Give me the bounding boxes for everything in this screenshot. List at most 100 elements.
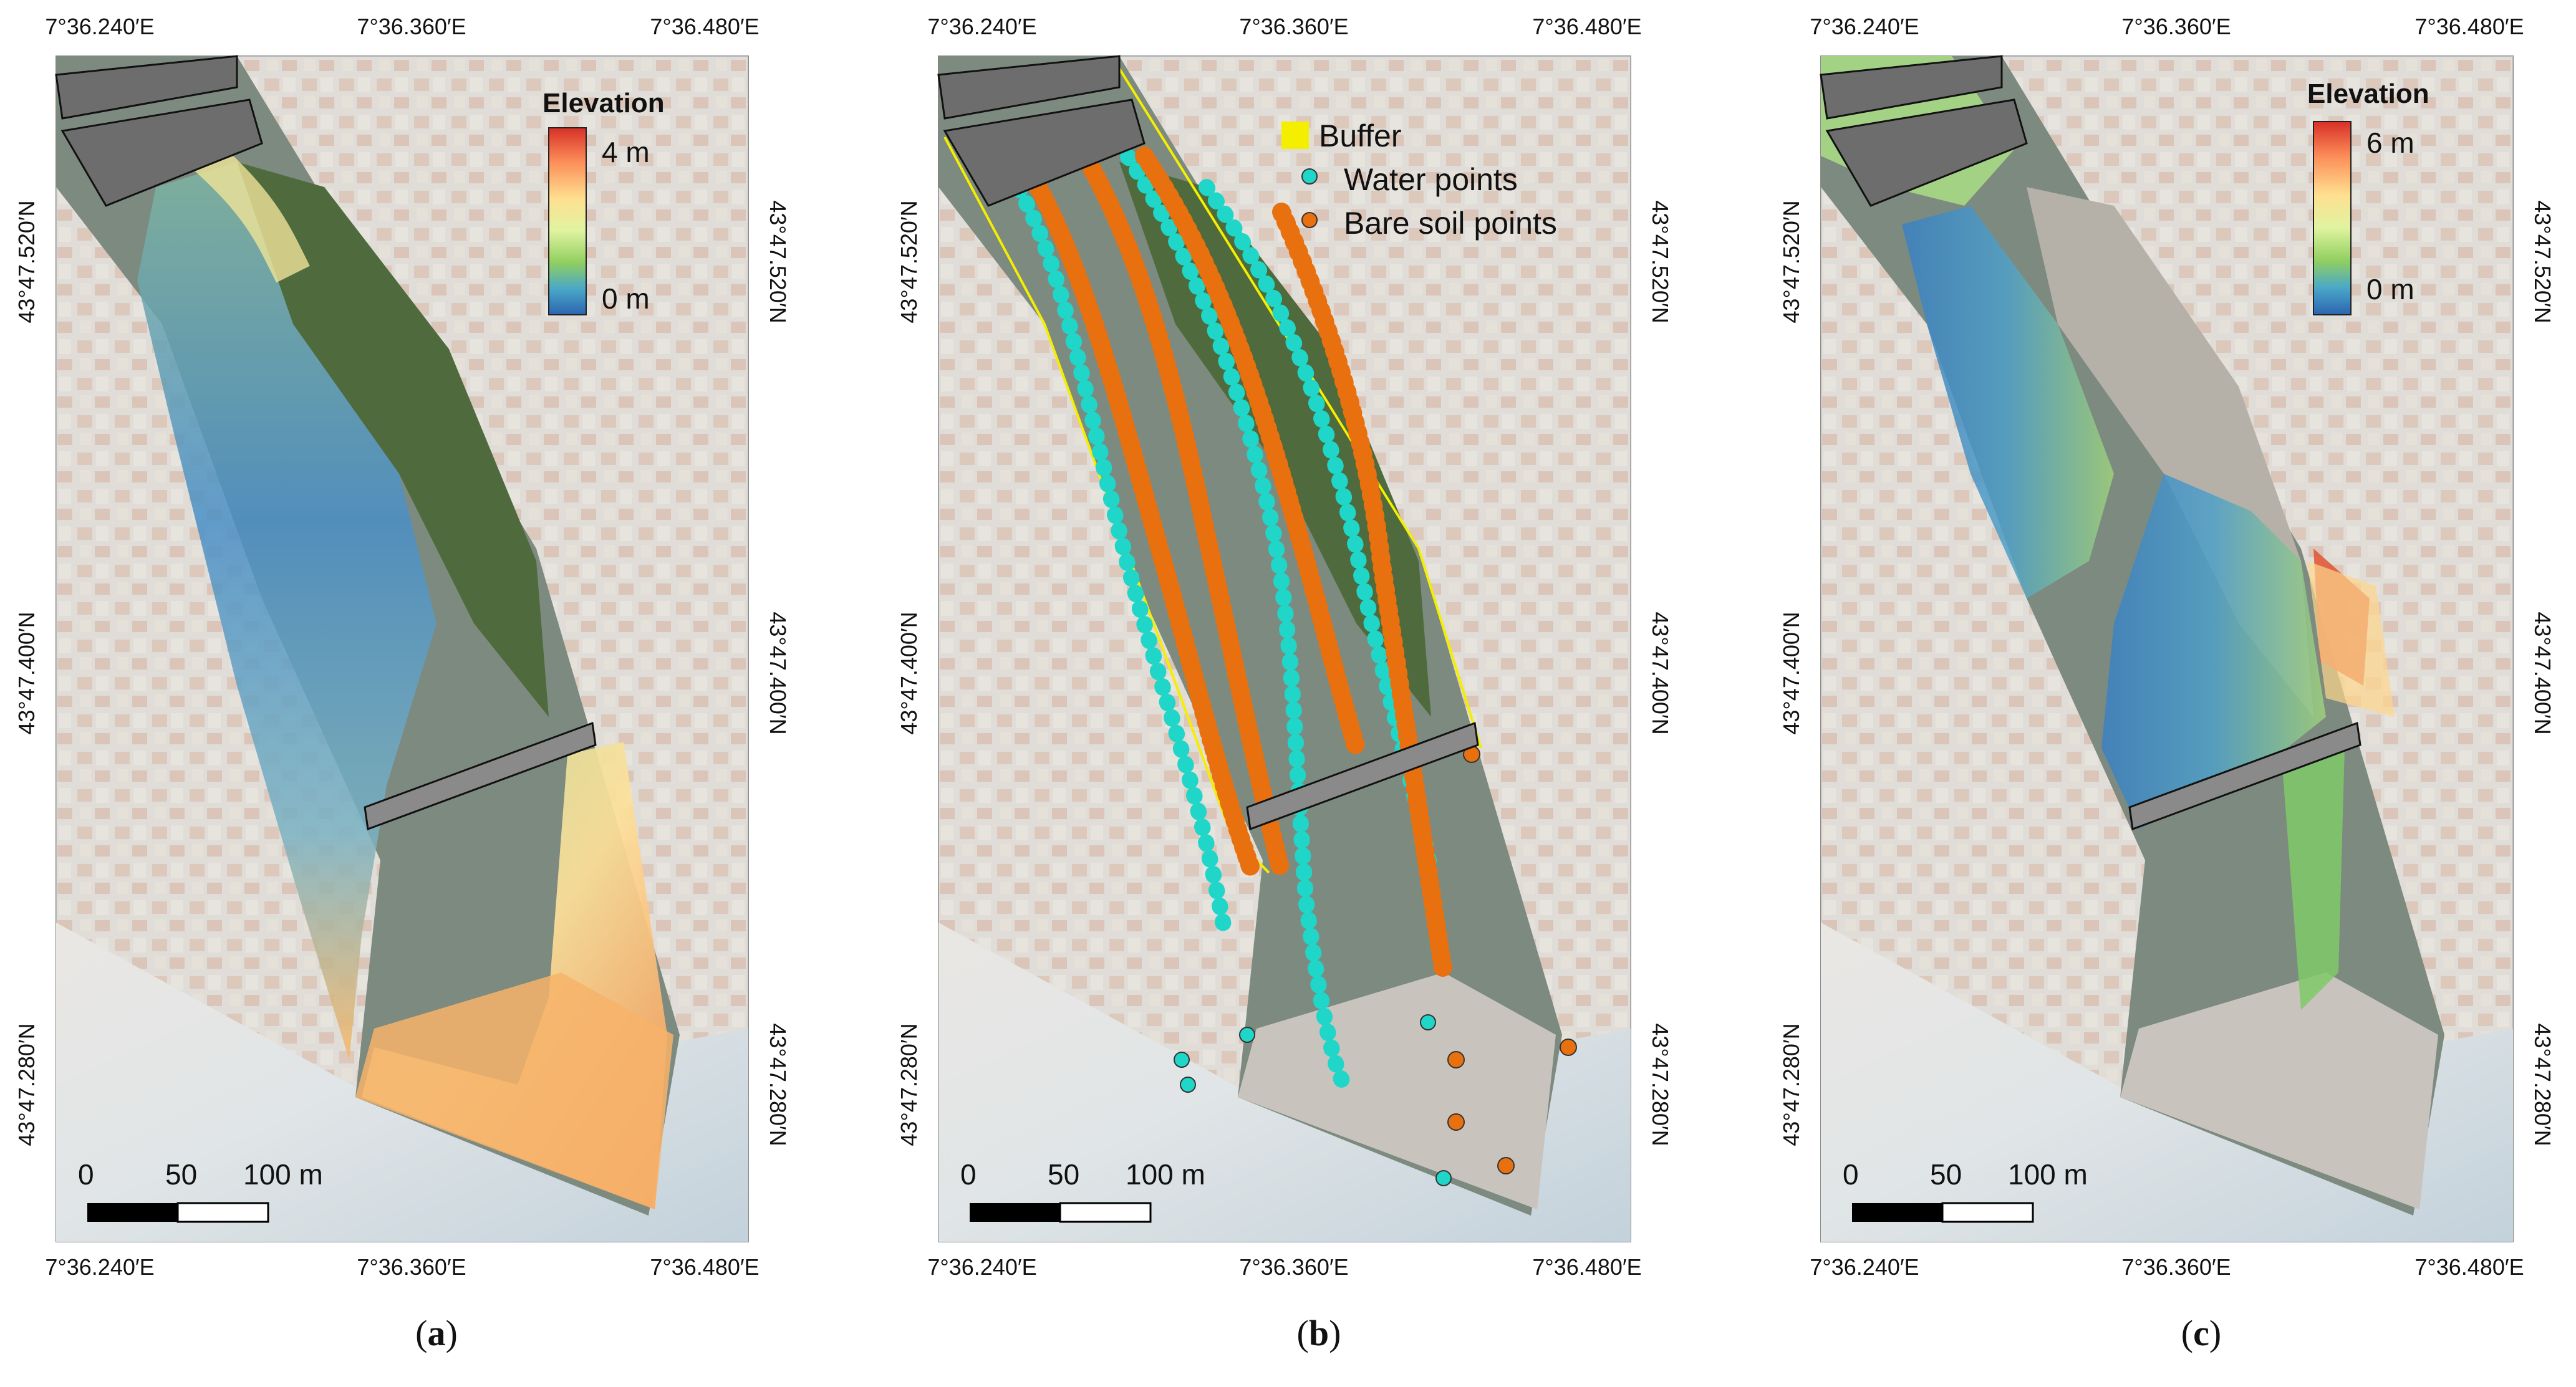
elevation-overlay-center (2101, 474, 2326, 829)
scalebar-label-50: 50 (165, 1158, 197, 1191)
lon-top-2: 7°36.360′E (2121, 14, 2231, 39)
panel-a: Elevation 4 m 0 m 0 50 100 m 7°36.240′E … (0, 0, 811, 1387)
scalebar: 0 50 100 m (78, 1158, 323, 1223)
scalebar-white (1059, 1202, 1152, 1223)
legend-water-label: Water points (1344, 162, 1518, 197)
legend-max-label: 6 m (2366, 127, 2414, 159)
legend-min-label: 0 m (2366, 273, 2414, 305)
lat-right-2: 43°47.400′N (765, 612, 791, 734)
lon-bottom-3: 7°36.480′E (1532, 1254, 1641, 1280)
lon-bottom-2: 7°36.360′E (357, 1254, 466, 1280)
lon-bottom-2: 7°36.360′E (2121, 1254, 2231, 1280)
map-c: Elevation 6 m 0 m 0 50 100 m 7°36.240′E … (1778, 14, 2555, 1280)
panel-b: Buffer Water points Bare soil points 0 5… (882, 0, 1693, 1387)
lat-left-3: 43°47.280′N (14, 1023, 39, 1146)
lat-right-3: 43°47.280′N (2530, 1023, 2555, 1146)
scalebar-label-50: 50 (1048, 1158, 1079, 1191)
bare-soil-points (1029, 146, 1577, 1174)
legend-min-label: 0 m (602, 282, 650, 315)
scalebar-label-0: 0 (960, 1158, 977, 1191)
map-b: Buffer Water points Bare soil points 0 5… (896, 14, 1673, 1280)
legend-title: Elevation (2307, 79, 2429, 109)
lat-left-1: 43°47.520′N (896, 200, 922, 323)
bridge-top (55, 55, 263, 207)
lon-bottom-1: 7°36.240′E (927, 1254, 1036, 1280)
scalebar-label-0: 0 (78, 1158, 94, 1191)
lon-top-1: 7°36.240′E (45, 14, 154, 39)
elevation-overlay-channel (137, 162, 437, 1060)
scalebar-black (970, 1203, 1060, 1222)
coord-labels: 7°36.240′E 7°36.360′E 7°36.480′E 7°36.24… (896, 14, 1673, 1280)
scalebar-label-0: 0 (1843, 1158, 1859, 1191)
lat-left-2: 43°47.400′N (896, 612, 922, 734)
coord-labels: 7°36.240′E 7°36.360′E 7°36.480′E 7°36.24… (1778, 14, 2555, 1280)
map-a: Elevation 4 m 0 m 0 50 100 m 7°36.240′E … (14, 14, 791, 1280)
lon-bottom-3: 7°36.480′E (2414, 1254, 2524, 1280)
lat-left-3: 43°47.280′N (896, 1023, 922, 1146)
lat-left-2: 43°47.400′N (1778, 612, 1804, 734)
legend-buffer-swatch (1281, 122, 1309, 149)
scalebar-label-100: 100 m (2008, 1158, 2088, 1191)
scalebar-black (1852, 1203, 1942, 1222)
panel-c: Elevation 6 m 0 m 0 50 100 m 7°36.240′E … (1765, 0, 2575, 1387)
scalebar-label-100: 100 m (243, 1158, 323, 1191)
elevation-overlay-left (1902, 206, 2114, 598)
elevation-overlay-mouth (355, 972, 673, 1209)
lat-right-3: 43°47.280′N (1647, 1023, 1673, 1146)
legend-baresoil-swatch (1301, 212, 1318, 228)
lat-left-1: 43°47.520′N (1778, 200, 1804, 323)
lat-right-1: 43°47.520′N (2530, 200, 2555, 323)
caption-b: (b) (1296, 1313, 1341, 1353)
river-mouth-gravel (1238, 972, 1556, 1209)
bridge-bottom (2128, 721, 2361, 831)
legend-max-label: 4 m (602, 136, 650, 168)
vegetation-island (237, 162, 549, 717)
caption-a: (a) (415, 1313, 458, 1353)
scalebar-label-50: 50 (1930, 1158, 1962, 1191)
bridge-top (1820, 55, 2028, 207)
legend-buffer-label: Buffer (1319, 118, 1402, 153)
lat-right-1: 43°47.520′N (1647, 200, 1673, 323)
elevation-overlay-upper (193, 142, 310, 283)
lon-bottom-3: 7°36.480′E (650, 1254, 759, 1280)
lon-top-2: 7°36.360′E (357, 14, 466, 39)
lon-top-3: 7°36.480′E (650, 14, 759, 39)
lon-bottom-1: 7°36.240′E (1810, 1254, 1919, 1280)
scalebar-white (1941, 1202, 2034, 1223)
elevation-overlay-warm (2307, 561, 2395, 717)
lon-bottom-1: 7°36.240′E (45, 1254, 154, 1280)
lon-top-2: 7°36.360′E (1239, 14, 1348, 39)
lat-left-2: 43°47.400′N (14, 612, 39, 734)
bridge-bottom (1246, 721, 1479, 831)
bridge-top (937, 55, 1146, 207)
legend-colorbar: Elevation 6 m 0 m (2307, 79, 2429, 315)
legend-colorbar: Elevation 4 m 0 m (543, 88, 665, 315)
lon-bottom-2: 7°36.360′E (1239, 1254, 1348, 1280)
legend-title: Elevation (543, 88, 665, 118)
caption-c: (c) (2181, 1313, 2222, 1353)
scalebar-label-100: 100 m (1126, 1158, 1205, 1191)
scalebar-black (87, 1203, 178, 1222)
coord-labels: 7°36.240′E 7°36.360′E 7°36.480′E 7°36.24… (14, 14, 791, 1280)
lon-top-1: 7°36.240′E (927, 14, 1036, 39)
buffer-outline-right (1118, 67, 1482, 749)
lat-right-3: 43°47.280′N (765, 1023, 791, 1146)
lat-left-3: 43°47.280′N (1778, 1023, 1804, 1146)
bridge-bottom (364, 721, 597, 831)
lat-right-2: 43°47.400′N (2530, 612, 2555, 734)
scalebar: 0 50 100 m (960, 1158, 1205, 1223)
elevation-overlay-bank (2282, 748, 2345, 1010)
lat-right-1: 43°47.520′N (765, 200, 791, 323)
lat-left-1: 43°47.520′N (14, 200, 39, 323)
lon-top-1: 7°36.240′E (1810, 14, 1919, 39)
legend-baresoil-label: Bare soil points (1344, 206, 1557, 241)
colorbar (548, 127, 587, 315)
river-mouth-gravel (2120, 972, 2438, 1209)
colorbar (2313, 121, 2352, 315)
lon-top-3: 7°36.480′E (2414, 14, 2524, 39)
scalebar-white (176, 1202, 269, 1223)
scalebar: 0 50 100 m (1843, 1158, 2088, 1223)
legend-symbols: Buffer Water points Bare soil points (1281, 118, 1557, 241)
lon-top-3: 7°36.480′E (1532, 14, 1641, 39)
